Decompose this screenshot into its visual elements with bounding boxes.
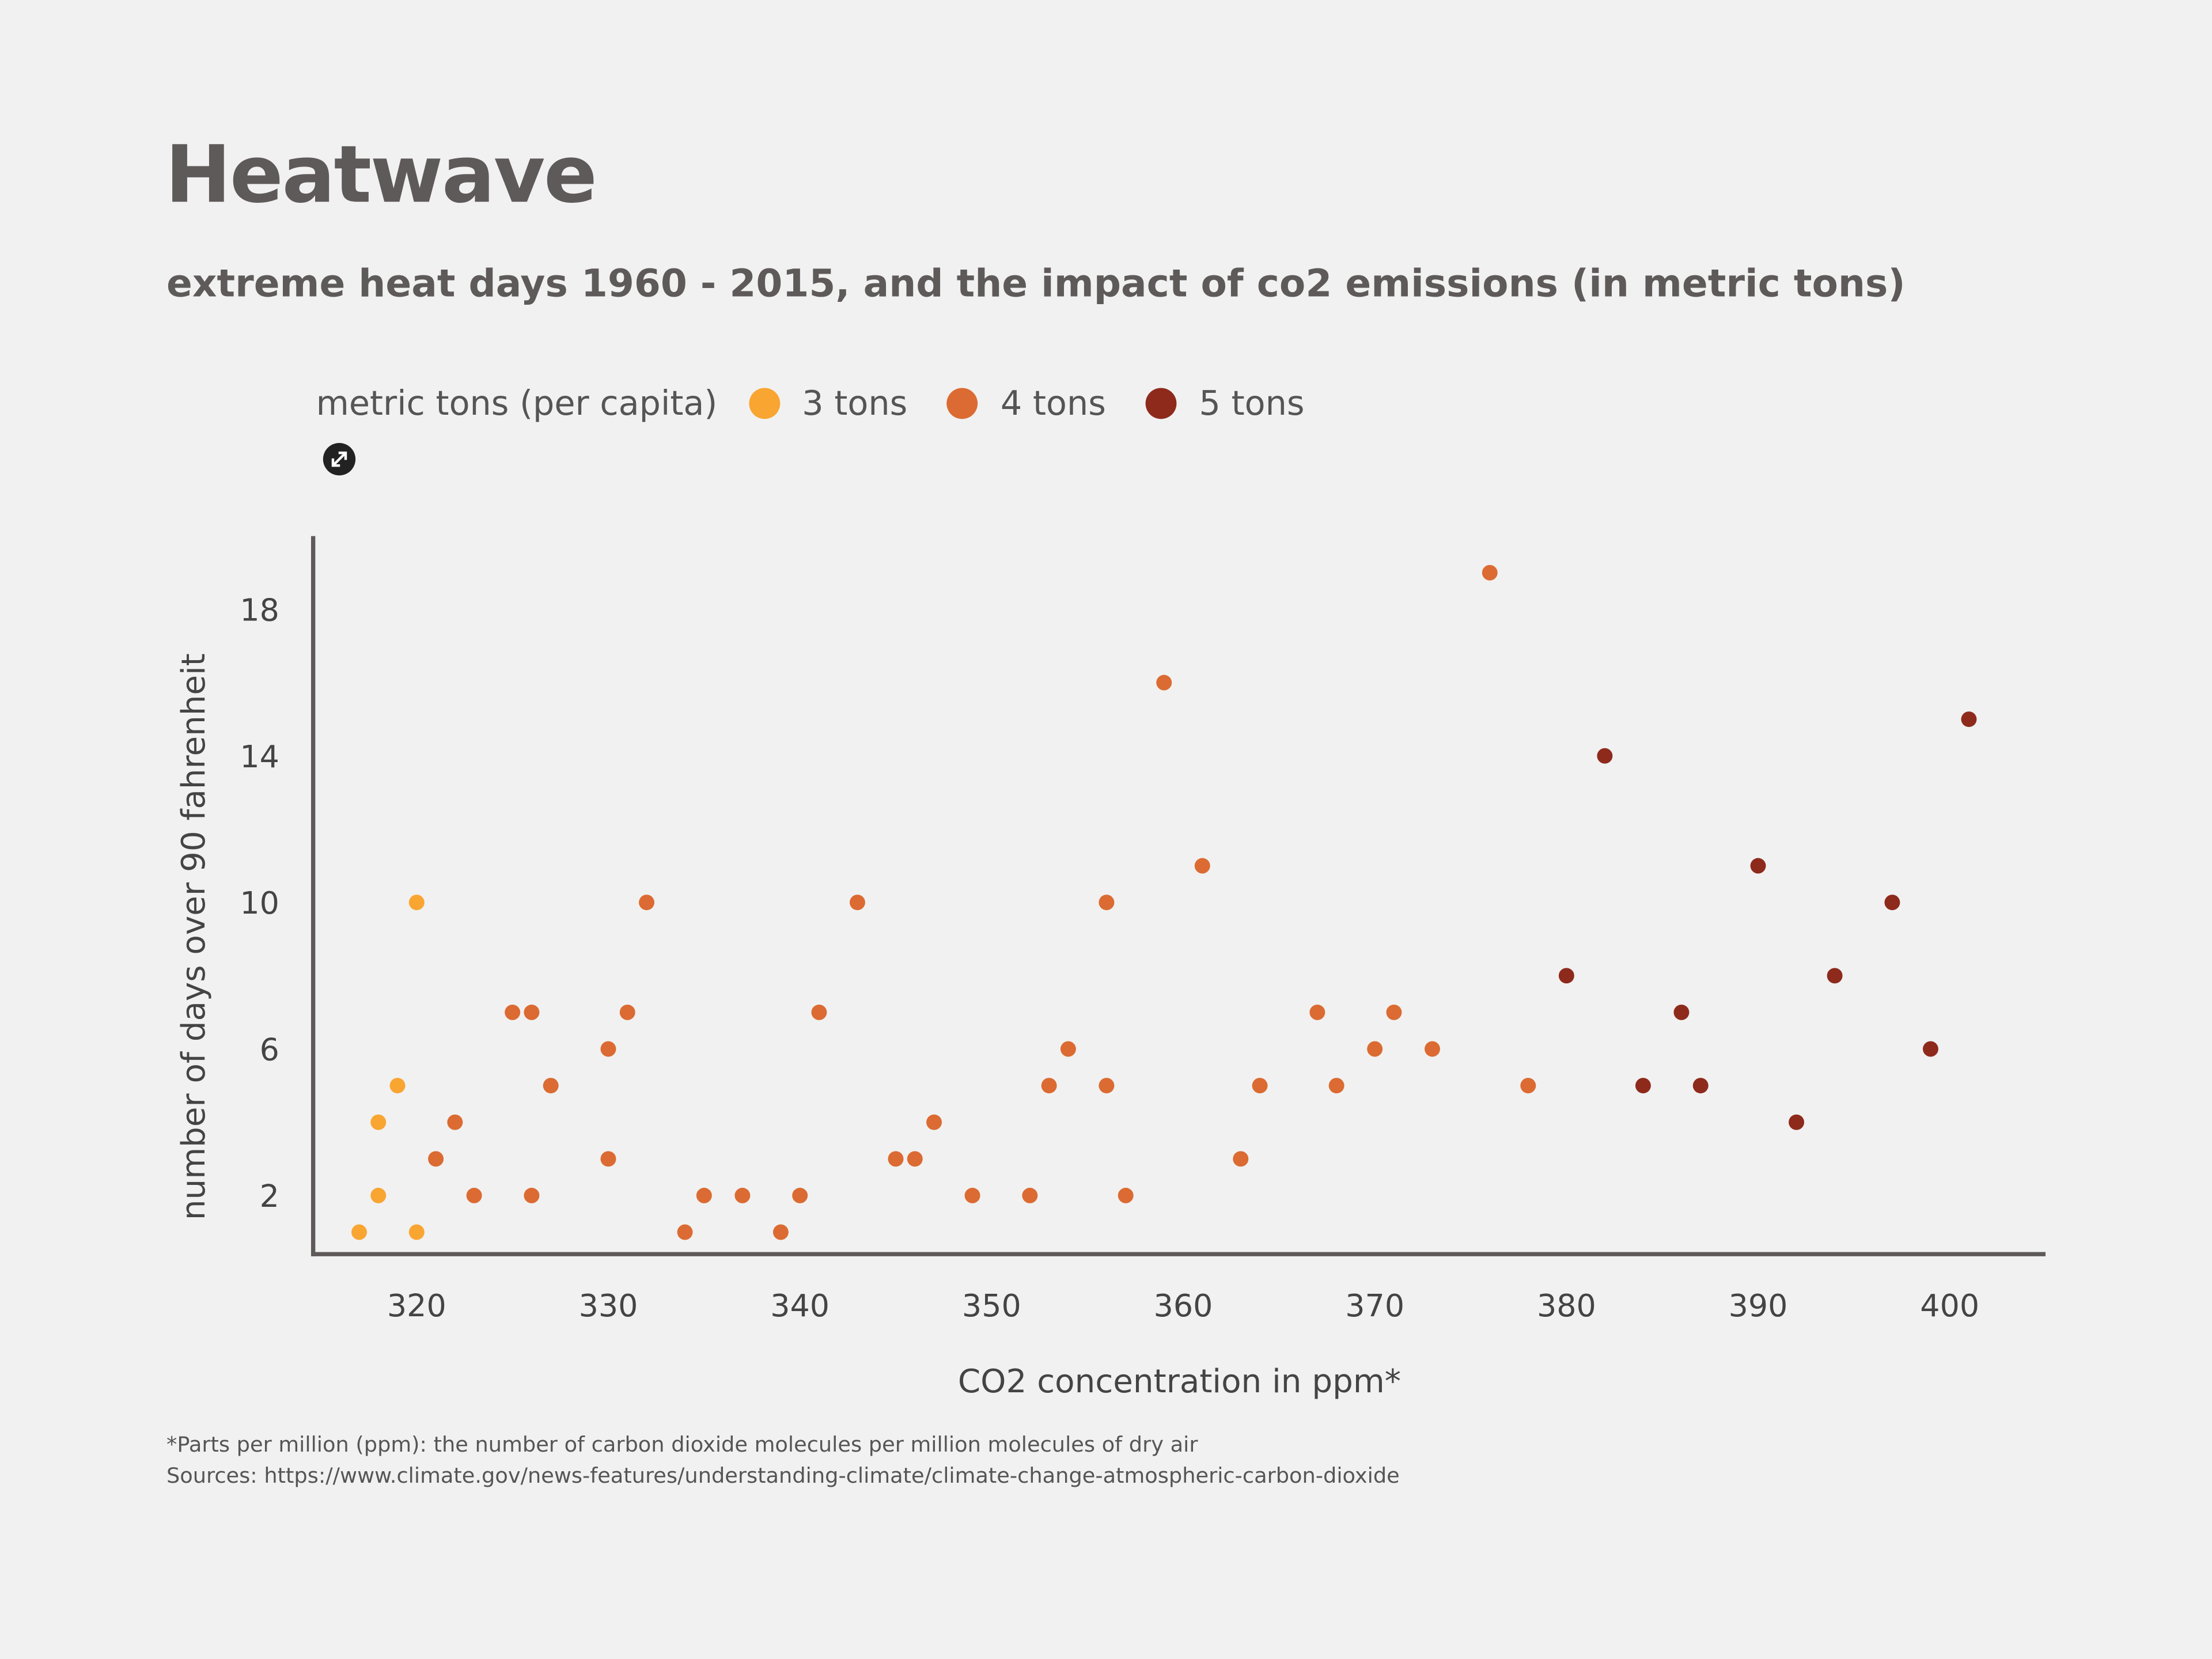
legend-item-3-tons[interactable]: 3 tons [748, 384, 907, 423]
data-point [792, 1187, 808, 1203]
data-point [1922, 1041, 1938, 1057]
data-point [370, 1114, 387, 1130]
data-point [1309, 1004, 1325, 1020]
x-tick-label: 360 [1154, 1287, 1213, 1324]
x-tick-label: 370 [1345, 1287, 1404, 1324]
data-point [447, 1114, 463, 1130]
data-point [1022, 1187, 1038, 1203]
data-point [351, 1224, 367, 1240]
data-point [1558, 968, 1574, 984]
x-tick-label: 380 [1537, 1287, 1596, 1324]
data-point [677, 1224, 693, 1240]
legend-item-5-tons[interactable]: 5 tons [1145, 384, 1304, 423]
data-point [466, 1187, 482, 1203]
data-point [1789, 1114, 1805, 1130]
x-tick-label: 400 [1920, 1287, 1979, 1324]
legend-label: 4 tons [1000, 384, 1106, 423]
y-tick-label: 14 [240, 738, 279, 775]
data-point [1482, 565, 1498, 581]
data-point [1328, 1078, 1344, 1094]
data-point [1597, 748, 1613, 764]
data-point [964, 1187, 980, 1203]
data-point [1827, 968, 1843, 984]
chart-subtitle: extreme heat days 1960 - 2015, and the i… [166, 262, 1906, 306]
legend-item-4-tons[interactable]: 4 tons [946, 384, 1106, 423]
y-tick-label: 2 [260, 1178, 279, 1214]
x-tick-label: 330 [579, 1287, 638, 1324]
data-point [1673, 1004, 1690, 1020]
data-point [1233, 1151, 1249, 1167]
data-point [1041, 1078, 1057, 1094]
data-point [1156, 675, 1172, 691]
x-tick-label: 350 [962, 1287, 1021, 1324]
data-point [1635, 1078, 1651, 1094]
data-point [1194, 858, 1210, 874]
data-point [600, 1041, 616, 1057]
footnote: *Parts per million (ppm): the number of … [166, 1431, 1198, 1457]
data-point [408, 1224, 425, 1240]
legend-swatch [1145, 388, 1177, 419]
data-point [524, 1187, 540, 1203]
data-point [1386, 1004, 1402, 1020]
data-point [850, 895, 865, 911]
data-point [1099, 1078, 1115, 1094]
legend-label: 5 tons [1199, 384, 1305, 423]
data-point [639, 895, 654, 911]
data-point [1961, 711, 1977, 728]
data-point [524, 1004, 540, 1020]
data-point [1750, 858, 1766, 874]
data-point [389, 1078, 406, 1094]
expand-arrows-icon[interactable] [323, 442, 356, 476]
x-tick-label: 320 [387, 1287, 446, 1324]
data-point [888, 1151, 904, 1167]
x-tick-label: 340 [770, 1287, 830, 1324]
data-point [505, 1004, 521, 1020]
data-point [1692, 1078, 1709, 1094]
data-point [1118, 1187, 1134, 1203]
legend-swatch [748, 388, 780, 419]
legend-title: metric tons (per capita) [316, 384, 718, 423]
chart-title: Heatwave [165, 130, 597, 222]
y-tick-label: 6 [260, 1032, 279, 1068]
y-tick-label: 18 [240, 592, 279, 628]
data-point [1425, 1041, 1440, 1057]
data-point [543, 1078, 559, 1094]
data-point [1060, 1041, 1076, 1057]
data-point [734, 1187, 751, 1203]
data-point [1099, 895, 1115, 911]
data-point [370, 1187, 387, 1203]
data-point [619, 1004, 635, 1020]
y-axis-label: number of days over 90 fahrenheit [175, 653, 213, 1220]
legend: metric tons (per capita) 3 tons 4 tons 5… [316, 384, 1344, 423]
data-point [926, 1114, 942, 1130]
data-point [408, 895, 425, 911]
data-point [1520, 1078, 1536, 1094]
legend-label: 3 tons [802, 384, 908, 423]
data-point [907, 1151, 923, 1167]
y-tick-label: 10 [240, 885, 279, 921]
x-axis-label: CO2 concentration in ppm* [958, 1363, 1401, 1400]
data-point [1252, 1078, 1268, 1094]
data-point [1884, 895, 1900, 911]
sources: Sources: https://www.climate.gov/news-fe… [166, 1463, 1400, 1488]
data-point [600, 1151, 616, 1167]
x-tick-label: 390 [1729, 1287, 1788, 1324]
data-point [772, 1224, 789, 1240]
data-point [428, 1151, 444, 1167]
data-point [696, 1187, 712, 1203]
legend-swatch [946, 388, 978, 419]
data-point [1367, 1041, 1383, 1057]
data-point [811, 1004, 827, 1020]
